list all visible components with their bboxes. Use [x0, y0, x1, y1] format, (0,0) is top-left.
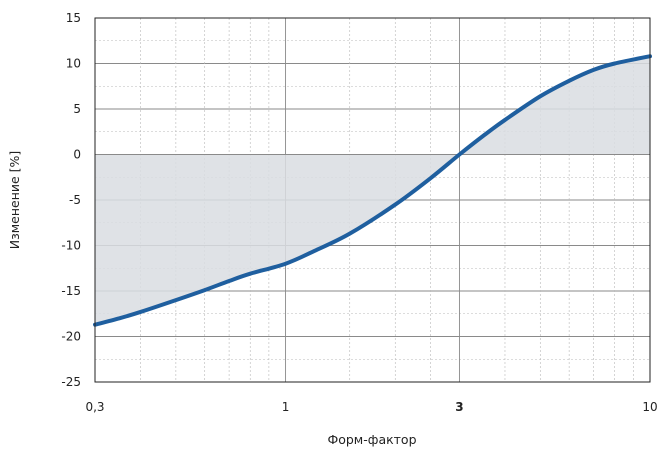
- y-axis-title: Изменение [%]: [7, 151, 22, 250]
- x-tick-label: 3: [455, 400, 463, 414]
- x-tick-label: 0,3: [85, 400, 104, 414]
- series-line: [93, 54, 652, 327]
- y-tick-label: -15: [61, 284, 81, 298]
- y-tick-label: 0: [73, 148, 81, 162]
- y-tick-label: -5: [69, 193, 81, 207]
- y-tick-label: 5: [73, 102, 81, 116]
- x-tick-label: 10: [642, 400, 657, 414]
- y-tick-label: -20: [61, 330, 81, 344]
- area-fill-layer: [95, 56, 650, 325]
- y-tick-label: 10: [66, 57, 81, 71]
- x-tick-label: 1: [282, 400, 290, 414]
- y-tick-label: -25: [61, 375, 81, 389]
- y-tick-label: 15: [66, 11, 81, 25]
- x-axis-title: Форм-фактор: [327, 432, 416, 447]
- area-fill: [95, 56, 650, 325]
- y-tick-labels: 15 10 5 0 -5 -10 -15 -20 -25: [61, 11, 81, 389]
- plot-frame: [94, 17, 651, 383]
- x-tick-labels: 0,3 1 3 10: [85, 400, 657, 414]
- series-line-layer: [93, 54, 652, 327]
- y-tick-label: -10: [61, 239, 81, 253]
